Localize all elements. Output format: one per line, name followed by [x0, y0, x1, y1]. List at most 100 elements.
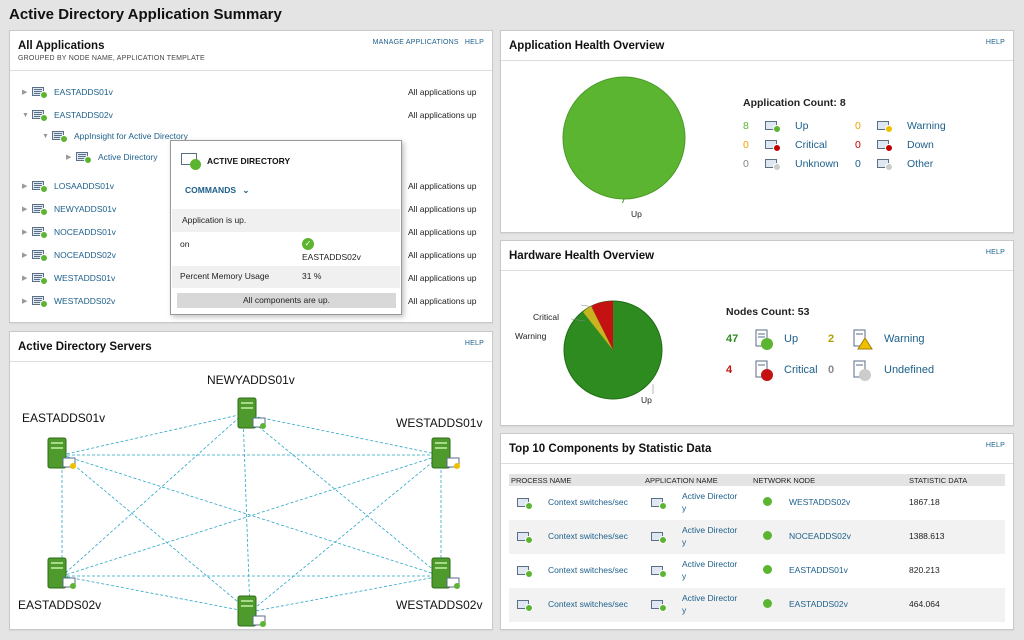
- panel-header: Hardware Health Overview HELP: [501, 241, 1013, 271]
- application-link[interactable]: Active Director y: [682, 525, 738, 547]
- tree-node-row[interactable]: ▶ EASTADDS01v All applications up: [22, 84, 477, 100]
- collapse-arrow-icon[interactable]: ▼: [42, 132, 49, 140]
- node-up-icon: [32, 109, 48, 122]
- hardware-pie-chart[interactable]: [563, 299, 673, 409]
- page-title: Active Directory Application Summary: [9, 6, 282, 23]
- tree-template-row[interactable]: ▼ AppInsight for Active Directory: [42, 128, 188, 144]
- node-up-icon: [32, 226, 48, 239]
- chevron-down-icon: ⌄: [242, 185, 250, 195]
- application-link[interactable]: Active Director y: [682, 593, 738, 615]
- hardware-health-panel: Hardware Health Overview HELP Critical W…: [500, 240, 1014, 426]
- panel-title: Active Directory Servers: [18, 341, 152, 353]
- server-icon[interactable]: [236, 594, 266, 630]
- help-link[interactable]: HELP: [464, 39, 484, 46]
- application-link[interactable]: Active Director y: [682, 491, 738, 513]
- node-up-icon: [32, 295, 48, 308]
- legend-up[interactable]: 47 Up: [726, 329, 846, 350]
- server-icon[interactable]: [46, 556, 76, 592]
- server-icon[interactable]: [46, 436, 76, 472]
- legend-warning[interactable]: 0 Warning: [855, 120, 946, 133]
- node-link[interactable]: EASTADDS01v: [789, 565, 848, 575]
- server-icon[interactable]: [430, 436, 460, 472]
- expand-arrow-icon[interactable]: ▶: [22, 89, 28, 96]
- application-link[interactable]: Active Director y: [682, 559, 738, 581]
- expand-arrow-icon[interactable]: ▶: [22, 206, 28, 213]
- process-link[interactable]: Context switches/sec: [548, 531, 628, 541]
- node-link[interactable]: WESTADDS01v: [54, 273, 116, 283]
- help-link[interactable]: HELP: [985, 39, 1005, 46]
- node-up-icon: [32, 272, 48, 285]
- table-header: PROCESS NAME APPLICATION NAME NETWORK NO…: [509, 474, 1005, 486]
- legend-undefined[interactable]: 0 Undefined: [828, 360, 948, 381]
- process-icon: [517, 599, 535, 612]
- column-header[interactable]: PROCESS NAME: [511, 476, 572, 485]
- tree-node-row[interactable]: ▼ EASTADDS02v All applications up: [22, 107, 477, 123]
- node-link[interactable]: NEWYADDS01v: [54, 204, 117, 214]
- tree-node-row[interactable]: ▶ WESTADDS01v All applications up: [22, 270, 477, 286]
- commands-dropdown[interactable]: COMMANDS ⌄: [185, 185, 250, 196]
- process-link[interactable]: Context switches/sec: [548, 565, 628, 575]
- tree-node-row[interactable]: ▶ WESTADDS02v All applications up: [22, 293, 477, 309]
- column-header[interactable]: STATISTIC DATA: [909, 476, 968, 485]
- expand-arrow-icon[interactable]: ▶: [22, 229, 28, 236]
- node-status: All applications up: [408, 204, 477, 214]
- tree-node-row[interactable]: ▶ NEWYADDS01v All applications up: [22, 201, 477, 217]
- server-icon[interactable]: [236, 396, 266, 432]
- help-link[interactable]: HELP: [985, 249, 1005, 256]
- pie-warning-label: Warning: [515, 331, 547, 341]
- popup-memory-row: Percent Memory Usage 31 %: [172, 266, 400, 288]
- expand-arrow-icon[interactable]: ▶: [22, 275, 28, 282]
- node-link[interactable]: NOCEADDS01v: [54, 227, 116, 237]
- application-health-panel: Application Health Overview HELP Up Appl…: [500, 30, 1014, 233]
- statistic-value: 1867.18: [909, 497, 940, 507]
- collapse-arrow-icon[interactable]: ▼: [22, 111, 29, 119]
- tree-node-row[interactable]: ▶ NOCEADDS01v All applications up: [22, 224, 477, 240]
- expand-arrow-icon[interactable]: ▶: [22, 298, 28, 305]
- node-link[interactable]: NOCEADDS02v: [789, 531, 851, 541]
- expand-arrow-icon[interactable]: ▶: [22, 183, 28, 190]
- legend-unknown[interactable]: 0 Unknown: [743, 158, 839, 171]
- app-unknown-icon: [765, 158, 783, 171]
- node-link[interactable]: NOCEADDS02v: [54, 250, 116, 260]
- legend-up[interactable]: 8 Up: [743, 120, 809, 133]
- node-link[interactable]: WESTADDS02v: [54, 296, 116, 306]
- popup-header: ACTIVE DIRECTORY: [181, 153, 290, 170]
- app-up-icon: [76, 151, 92, 164]
- node-up-icon: [32, 249, 48, 262]
- help-link[interactable]: HELP: [464, 340, 484, 347]
- popup-status-row: Application is up.: [172, 209, 400, 232]
- server-icon[interactable]: [430, 556, 460, 592]
- node-status: All applications up: [408, 273, 477, 283]
- node-link[interactable]: EASTADDS02v: [789, 599, 848, 609]
- template-link[interactable]: AppInsight for Active Directory: [74, 131, 188, 141]
- expand-arrow-icon[interactable]: ▶: [22, 252, 28, 259]
- node-link[interactable]: WESTADDS02v: [789, 497, 851, 507]
- process-link[interactable]: Context switches/sec: [548, 497, 628, 507]
- tree-node-row[interactable]: ▶ LOSAADDS01v All applications up: [22, 178, 477, 194]
- statistic-value: 1388.613: [909, 531, 945, 541]
- node-link[interactable]: EASTADDS02v: [54, 110, 113, 120]
- server-label: WESTADDS02v: [396, 598, 483, 612]
- app-link[interactable]: Active Directory: [98, 152, 158, 162]
- panel-title: All Applications: [18, 40, 105, 52]
- legend-critical[interactable]: 0 Critical: [743, 139, 828, 152]
- process-link[interactable]: Context switches/sec: [548, 599, 628, 609]
- server-label: EASTADDS01v: [22, 411, 106, 425]
- pie-up-label: Up: [641, 395, 652, 405]
- legend-warning[interactable]: 2 Warning: [828, 329, 948, 350]
- tree-node-row[interactable]: ▶ NOCEADDS02v All applications up: [22, 247, 477, 263]
- legend-critical[interactable]: 4 Critical: [726, 360, 846, 381]
- app-warning-icon: [877, 120, 895, 133]
- expand-arrow-icon[interactable]: ▶: [66, 154, 72, 161]
- legend-other[interactable]: 0 Other: [855, 158, 934, 171]
- legend-down[interactable]: 0 Down: [855, 139, 934, 152]
- manage-applications-link[interactable]: MANAGE APPLICATIONS: [372, 39, 459, 46]
- node-link[interactable]: LOSAADDS01v: [54, 181, 114, 191]
- column-header[interactable]: APPLICATION NAME: [645, 476, 718, 485]
- column-header[interactable]: NETWORK NODE: [753, 476, 816, 485]
- application-pie-chart[interactable]: [559, 73, 689, 203]
- tree-app-row[interactable]: ▶ Active Directory: [66, 149, 158, 165]
- app-critical-icon: [765, 139, 783, 152]
- node-link[interactable]: EASTADDS01v: [54, 87, 113, 97]
- help-link[interactable]: HELP: [985, 442, 1005, 449]
